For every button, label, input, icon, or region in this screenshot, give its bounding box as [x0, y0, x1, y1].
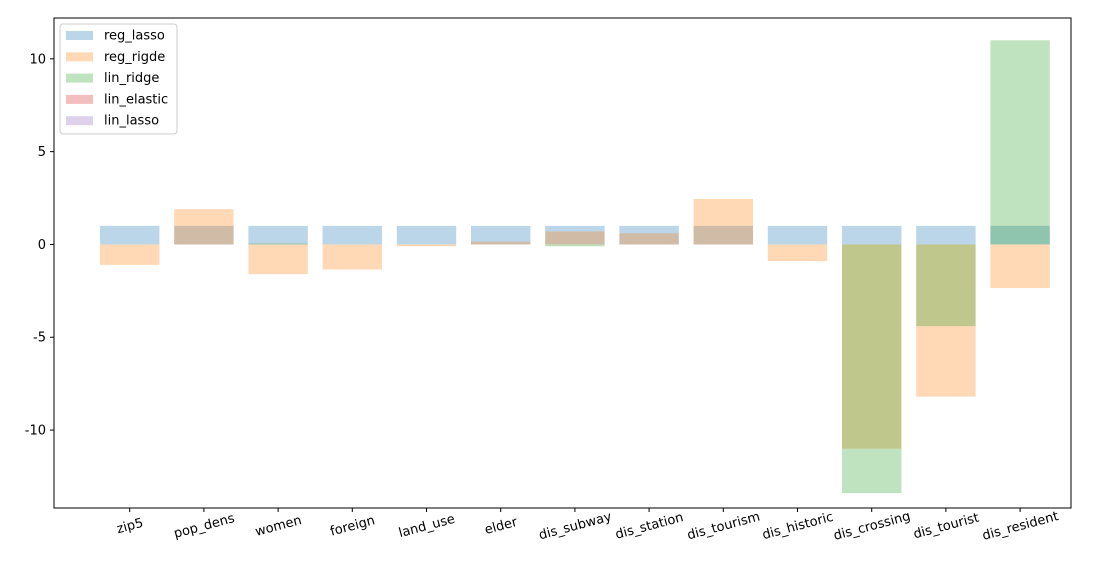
bar-reg_rigde-dis_subway: [545, 231, 605, 245]
bar-lin_ridge-dis_subway: [545, 244, 605, 247]
bar-reg_lasso-women: [248, 225, 308, 245]
bar-reg_lasso-dis_resident: [990, 225, 1050, 245]
bar-reg_rigde-dis_crossing: [842, 244, 902, 449]
legend-label-lin_lasso: lin_lasso: [104, 114, 159, 129]
bar-reg_rigde-dis_historic: [767, 244, 828, 262]
bar-reg_rigde-women: [248, 244, 308, 275]
y-tick-label: 0: [38, 238, 46, 253]
bar-lin_ridge-dis_resident: [990, 40, 1050, 245]
bar-reg_lasso-foreign: [322, 225, 382, 245]
bar-reg_lasso-dis_tourism: [693, 225, 753, 245]
legend-swatch-lin_lasso: [66, 116, 93, 126]
x-tick-label-dis_tourist: dis_tourist: [912, 510, 981, 542]
x-tick-label-women: women: [254, 513, 304, 540]
bar-lin_ridge-dis_tourist: [916, 244, 976, 327]
x-tick-label-pop_dens: pop_dens: [172, 511, 236, 542]
legend-swatch-lin_ridge: [66, 73, 93, 83]
x-tick-label-dis_resident: dis_resident: [981, 509, 1060, 544]
x-tick-label-dis_subway: dis_subway: [537, 509, 613, 543]
bar-reg_lasso-dis_tourist: [916, 225, 976, 245]
legend: reg_lasso reg_rigde lin_ridge lin_elasticli…: [59, 23, 178, 135]
bar-reg_rigde-dis_resident: [990, 244, 1050, 289]
legend-swatch-reg_lasso: [66, 31, 93, 40]
bar-reg_lasso-land_use: [396, 225, 457, 245]
x-tick-label-dis_tourism: dis_tourism: [686, 510, 762, 544]
y-tick-label: 10: [29, 52, 46, 67]
x-tick-label-dis_crossing: dis_crossing: [832, 509, 912, 544]
bar-reg_rigde-dis_tourism: [693, 198, 753, 245]
y-tick-label: -10: [25, 424, 46, 439]
legend-label-reg_rigde: reg_rigde: [104, 50, 165, 65]
x-tick-label-foreign: foreign: [329, 513, 377, 539]
x-tick-label-zip5: zip5: [115, 516, 145, 537]
legend-box: [59, 23, 178, 135]
legend-swatch-reg_rigde: [66, 52, 93, 62]
bar-reg_rigde-foreign: [322, 244, 382, 270]
bar-reg_lasso-dis_historic: [767, 225, 828, 245]
bar-reg_rigde-zip5: [100, 244, 160, 265]
legend-swatch-lin_elastic: [66, 94, 93, 104]
bars-layer: [100, 40, 1050, 494]
bar-reg_rigde-elder: [471, 241, 531, 245]
bar-reg_lasso-dis_crossing: [842, 225, 902, 245]
bar-reg_rigde-dis_station: [619, 233, 679, 245]
series-reg_rigde: [100, 198, 1050, 449]
bar-reg_rigde-dis_tourist: [916, 244, 976, 397]
y-tick-label: -5: [33, 331, 46, 346]
x-tick-label-dis_station: dis_station: [614, 510, 685, 543]
bar-reg_lasso-pop_dens: [174, 225, 234, 245]
series-reg_lasso: [100, 225, 1050, 245]
bar-reg_rigde-land_use: [396, 244, 457, 247]
bar-reg_lasso-zip5: [100, 225, 160, 245]
bar-reg_lasso-dis_subway: [545, 225, 605, 245]
bar-reg_rigde-pop_dens: [174, 209, 234, 245]
plot-frame: [53, 17, 1072, 509]
x-tick-label-land_use: land_use: [397, 512, 457, 541]
y-axis: -10 -5 0 5 10: [25, 52, 54, 439]
x-axis: zip5 pop_dens women foreign land_use elder dis…: [115, 508, 1060, 544]
y-tick-label: 5: [38, 145, 46, 160]
series-lin_ridge: [248, 40, 1050, 494]
bar-lin_ridge-dis_crossing: [842, 244, 902, 494]
bar-lin_ridge-women: [248, 243, 308, 245]
legend-label-lin_ridge: lin_ridge: [104, 71, 159, 86]
bar-reg_lasso-dis_station: [619, 225, 679, 245]
x-tick-label-elder: elder: [483, 515, 520, 538]
legend-label-lin_elastic: lin_elastic: [104, 92, 168, 107]
legend-label-reg_lasso: reg_lasso: [104, 29, 165, 44]
x-tick-label-dis_historic: dis_historic: [761, 510, 835, 543]
bar-reg_lasso-elder: [471, 225, 531, 245]
